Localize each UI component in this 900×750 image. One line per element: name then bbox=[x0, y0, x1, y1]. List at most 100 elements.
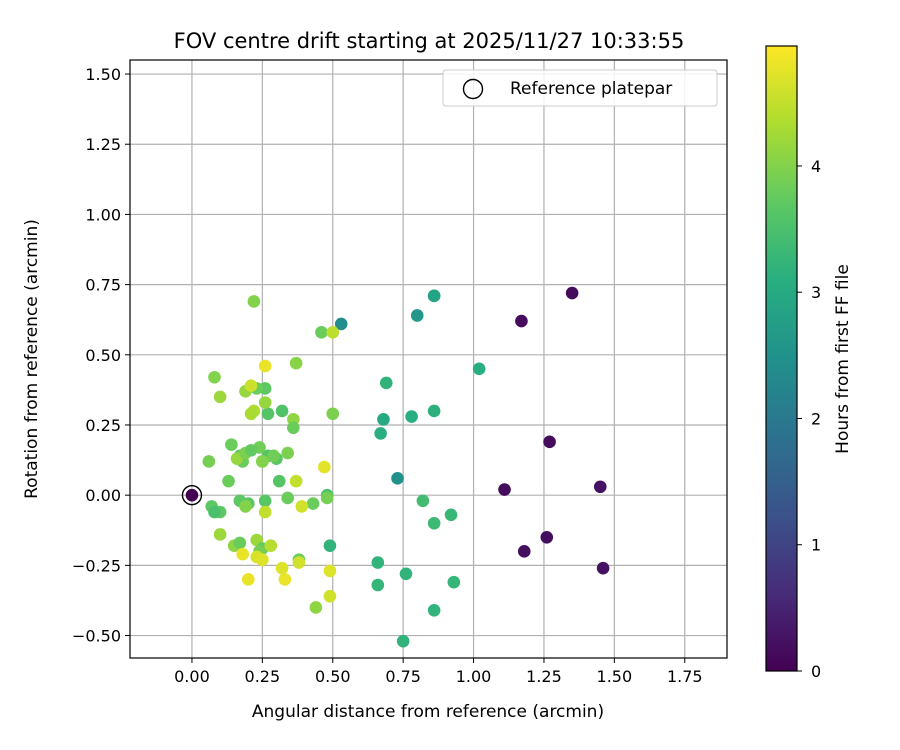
data-point bbox=[225, 438, 238, 451]
colorbar-tick-label: 4 bbox=[811, 157, 821, 176]
plot-frame bbox=[129, 59, 728, 659]
y-tick-label: −0.25 bbox=[72, 556, 121, 575]
data-point bbox=[261, 407, 275, 421]
x-tick-label: 0.25 bbox=[245, 667, 281, 686]
y-tick-label: 0.00 bbox=[85, 486, 121, 505]
reference-marker-group bbox=[181, 484, 203, 506]
x-tick-label: 0.75 bbox=[385, 667, 421, 686]
data-point bbox=[244, 379, 258, 392]
data-point bbox=[427, 404, 441, 418]
colorbar-tick-label: 1 bbox=[811, 536, 821, 555]
data-point bbox=[281, 446, 294, 460]
data-point bbox=[447, 575, 461, 589]
data-point bbox=[371, 578, 385, 592]
colorbar: 0 1 2 3 4 Hours from first FF file bbox=[765, 45, 853, 681]
data-point bbox=[275, 404, 289, 418]
legend-marker-icon bbox=[462, 78, 484, 100]
data-point bbox=[391, 472, 404, 485]
data-point bbox=[323, 589, 337, 603]
y-tick-label: 1.25 bbox=[85, 135, 121, 154]
data-point bbox=[244, 443, 258, 457]
data-point bbox=[405, 410, 418, 423]
data-point bbox=[517, 545, 531, 558]
data-point bbox=[410, 309, 424, 322]
data-point bbox=[244, 407, 258, 421]
data-point bbox=[256, 455, 269, 468]
data-point bbox=[213, 528, 227, 541]
data-point bbox=[326, 407, 340, 421]
data-point bbox=[323, 564, 337, 578]
data-point bbox=[374, 427, 387, 440]
data-point bbox=[543, 435, 556, 449]
grid bbox=[130, 60, 727, 658]
data-point bbox=[427, 603, 441, 617]
data-point bbox=[258, 359, 272, 373]
data-point bbox=[540, 530, 554, 544]
y-tick-labels: −0.50 −0.25 0.00 0.25 0.50 0.75 1.00 1.25 1.50 bbox=[72, 65, 130, 646]
data-point bbox=[326, 326, 340, 339]
y-tick-label: 1.00 bbox=[85, 205, 121, 224]
data-point bbox=[247, 295, 261, 308]
data-point bbox=[427, 289, 441, 303]
data-point bbox=[239, 500, 252, 513]
data-point bbox=[396, 634, 410, 648]
data-point bbox=[306, 497, 320, 510]
data-point bbox=[185, 488, 199, 502]
data-point bbox=[334, 317, 348, 331]
data-point bbox=[320, 491, 334, 505]
colorbar-ticks: 0 1 2 3 4 bbox=[797, 157, 821, 681]
data-point bbox=[371, 556, 385, 569]
colorbar-tick-label: 2 bbox=[811, 409, 821, 428]
data-point bbox=[258, 396, 272, 409]
colorbar-label: Hours from first FF file bbox=[833, 264, 853, 454]
data-point bbox=[315, 326, 328, 339]
data-point bbox=[289, 474, 303, 488]
data-point bbox=[292, 556, 306, 569]
data-point bbox=[318, 460, 331, 474]
data-point bbox=[416, 494, 430, 508]
data-point bbox=[515, 314, 528, 328]
data-point bbox=[272, 474, 286, 488]
x-tick-label: 0.00 bbox=[174, 667, 210, 686]
x-tick-label: 1.75 bbox=[667, 667, 703, 686]
y-tick-label: 1.50 bbox=[85, 65, 121, 84]
chart-title: FOV centre drift starting at 2025/11/27 … bbox=[174, 29, 685, 53]
data-point bbox=[241, 573, 255, 586]
data-point bbox=[565, 286, 579, 300]
colorbar-tick-label: 0 bbox=[811, 662, 821, 681]
data-point bbox=[379, 376, 393, 390]
data-point bbox=[427, 516, 441, 530]
data-point bbox=[275, 561, 289, 575]
data-point bbox=[281, 491, 294, 505]
data-point bbox=[233, 536, 247, 550]
legend: Reference platepar bbox=[442, 69, 718, 107]
data-point bbox=[208, 370, 221, 384]
data-point bbox=[309, 601, 323, 614]
legend-entry: Reference platepar bbox=[510, 79, 672, 99]
data-point bbox=[208, 505, 221, 519]
data-point bbox=[222, 474, 235, 488]
colorbar-tick-label: 3 bbox=[811, 283, 821, 302]
data-point bbox=[377, 413, 390, 426]
data-point bbox=[264, 539, 278, 552]
data-point bbox=[323, 539, 337, 552]
x-tick-label: 0.50 bbox=[315, 667, 351, 686]
x-axis-label: Angular distance from reference (arcmin) bbox=[252, 702, 604, 722]
data-point bbox=[236, 547, 249, 561]
data-point bbox=[213, 390, 227, 404]
x-tick-label: 1.25 bbox=[526, 667, 562, 686]
data-point bbox=[593, 480, 607, 494]
data-point bbox=[267, 449, 280, 463]
data-point bbox=[498, 483, 511, 496]
data-point bbox=[472, 362, 486, 376]
y-tick-label: −0.50 bbox=[72, 627, 121, 646]
data-point bbox=[399, 567, 413, 581]
x-tick-labels: 0.00 0.25 0.50 0.75 1.00 1.25 1.50 1.75 bbox=[174, 658, 703, 686]
x-tick-label: 1.00 bbox=[456, 667, 492, 686]
data-point bbox=[444, 508, 458, 522]
data-point bbox=[278, 573, 292, 586]
data-point bbox=[289, 356, 303, 370]
y-tick-label: 0.25 bbox=[85, 416, 121, 435]
data-point bbox=[256, 553, 269, 567]
data-point bbox=[258, 505, 272, 519]
